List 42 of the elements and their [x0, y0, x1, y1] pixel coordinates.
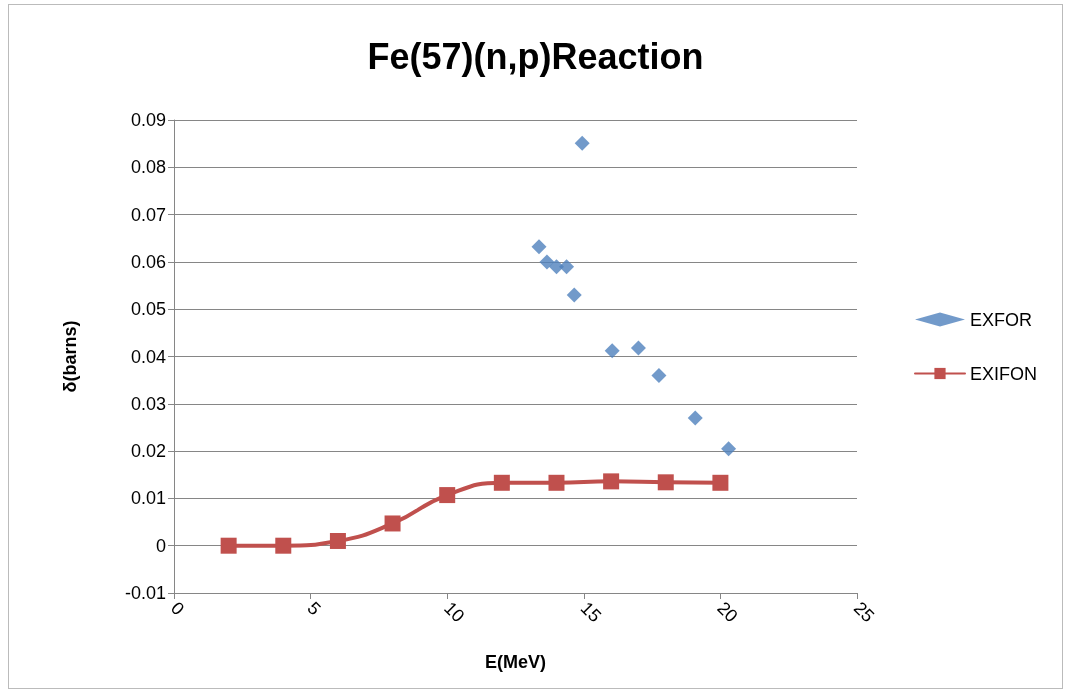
point	[531, 239, 547, 255]
point	[220, 537, 237, 554]
point	[603, 473, 620, 490]
x-tick-label: 15	[576, 597, 606, 627]
y-tick-label: 0.02	[130, 441, 166, 462]
point	[604, 343, 620, 359]
point	[687, 410, 703, 426]
point	[539, 254, 555, 270]
point	[630, 340, 646, 356]
y-tick-label: 0.01	[130, 488, 166, 509]
y-tick-label: 0.05	[130, 299, 166, 320]
point	[493, 474, 510, 491]
x-tick-label: 5	[303, 597, 325, 620]
x-axis-title: E(MeV)	[484, 652, 547, 672]
point	[566, 287, 582, 303]
point	[657, 474, 674, 491]
point	[721, 441, 737, 457]
y-tick-label: 0.07	[130, 204, 166, 225]
y-tick-label: 0.04	[130, 346, 166, 367]
x-tick-label: 20	[713, 597, 742, 627]
x-tick-label: 25	[849, 597, 879, 627]
y-tick-label: 0.09	[130, 110, 166, 130]
x-tick-label: 10	[440, 597, 469, 627]
point	[712, 474, 729, 491]
y-tick-label: 0.06	[130, 251, 166, 272]
point	[651, 367, 667, 383]
y-tick-label: 0.08	[130, 157, 166, 178]
y-tick-label: 0.03	[130, 393, 166, 414]
chart-title: Fe(57)(n,p)Reaction	[367, 35, 704, 77]
legend-label: EXFOR	[969, 309, 1033, 330]
point	[275, 537, 292, 554]
point	[559, 259, 575, 275]
point	[384, 515, 401, 532]
x-tick-label: 0	[166, 597, 189, 620]
y-tick-label: -0.01	[124, 583, 166, 603]
point	[548, 474, 565, 491]
point	[574, 135, 590, 151]
point	[439, 487, 456, 504]
y-tick-label: 0	[155, 535, 166, 556]
point	[329, 532, 346, 549]
legend-label: EXIFON	[969, 363, 1038, 384]
y-axis-title: δ(barns)	[60, 320, 80, 393]
